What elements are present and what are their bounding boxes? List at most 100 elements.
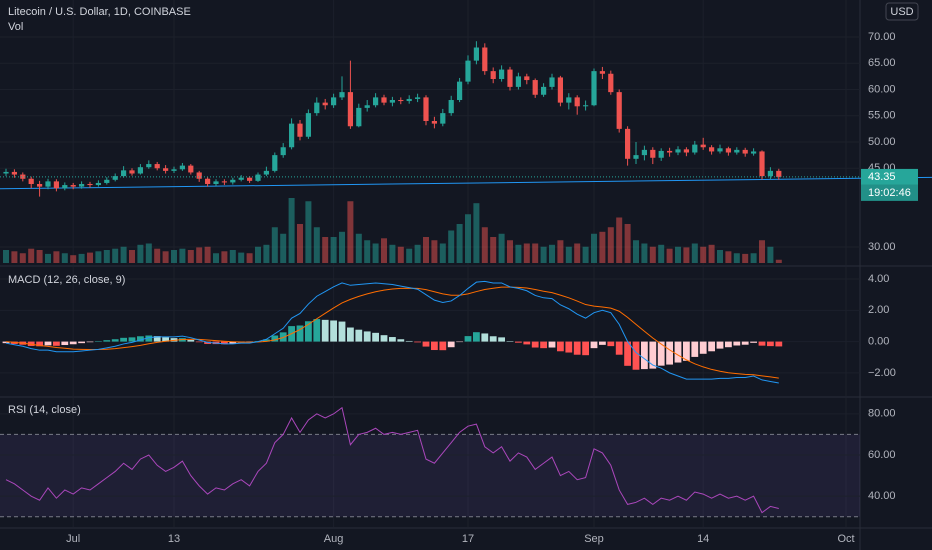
candle-body [53,181,59,189]
histogram-bar [271,335,279,342]
volume-bar [700,246,707,263]
volume-bar [263,244,270,263]
histogram-bar [741,341,749,345]
candle-body [415,97,421,99]
histogram-bar [321,319,329,342]
volume-bar [364,240,371,263]
histogram-bar [78,341,85,344]
candle-body [759,151,765,177]
candle-body [280,147,286,156]
candle-body [406,98,412,102]
currency[interactable]: USD [890,6,913,18]
histogram-bar [372,332,379,342]
histogram-bar [775,341,783,347]
candle-body [700,144,706,148]
volume-bar [557,240,564,263]
histogram-bar [153,336,161,342]
volume-bar [473,203,480,263]
candle-body [339,92,345,98]
y-tick-label: 60.00 [868,83,896,95]
candle-body [507,69,513,87]
candle-body [205,178,211,184]
candle-body [121,170,127,177]
histogram-bar [767,341,774,347]
volume-bar [297,224,303,263]
candle-body [3,171,9,174]
x-tick-label: 14 [697,533,709,545]
candle-body [608,73,614,93]
volume-bar [313,227,320,263]
volume-bar [616,217,623,263]
volume-bar [288,198,295,263]
volume-bar [549,244,555,263]
histogram-bar [506,341,514,342]
volume-bar [221,251,228,263]
candle-body [314,102,320,114]
volume-bar [145,243,152,263]
currency-box[interactable] [885,2,919,21]
candle-body [566,97,572,103]
candle-body [633,155,639,159]
volume-bar [759,240,765,263]
volume-title: Vol [8,21,23,33]
histogram-bar [221,341,228,345]
candle-body [541,86,547,95]
candle-body [473,47,479,61]
candle-body [381,97,387,103]
volume-bar [78,253,85,263]
candle-body [221,181,227,183]
candle-body [742,149,748,154]
histogram-bar [137,336,144,342]
candle-body [641,149,647,156]
candle-body [289,123,295,148]
volume-bar [19,253,26,263]
histogram-bar [347,327,354,342]
histogram-bar [758,341,766,346]
candle-body [482,47,488,72]
histogram-bar [120,337,127,342]
histogram-bar [632,341,640,370]
volume-bar [381,238,387,263]
y-tick-label: 80.00 [868,408,896,420]
candle-body [163,168,169,171]
candle-body [499,69,505,80]
candle-body [95,182,101,186]
histogram-bar [657,341,665,366]
histogram-bar [582,341,589,356]
volume-bar [574,243,581,263]
candle-body [431,121,437,124]
volume-bar [708,244,715,263]
candle-body [62,185,68,189]
volume-bar [238,252,245,263]
rsi-line [5,406,779,514]
candle-body [457,81,463,101]
histogram-bar [2,341,10,344]
candle-body [347,92,353,127]
histogram-bar [666,341,673,365]
candle-body [305,113,311,137]
macd-line [5,280,779,384]
histogram-bar [683,341,690,361]
volume-bar [255,246,261,263]
candle-body [238,177,244,180]
volume-bar [339,231,345,263]
candle-body [532,80,538,95]
y-tick-label: 30.00 [868,241,896,253]
histogram-bar [725,341,732,348]
histogram-bar [36,341,43,347]
volume-bar [423,237,429,263]
volume-bar [36,250,43,263]
signal-line [5,286,779,379]
candle-body [179,165,185,170]
x-tick-label: 13 [168,533,180,545]
volume-bar [507,240,513,263]
candle-body [37,183,43,187]
candle-body [263,170,269,175]
volume-bar [280,233,287,263]
countdown-box [861,184,918,201]
candle-body [137,167,143,174]
histogram-bar [464,336,472,342]
volume-bar [129,250,135,263]
